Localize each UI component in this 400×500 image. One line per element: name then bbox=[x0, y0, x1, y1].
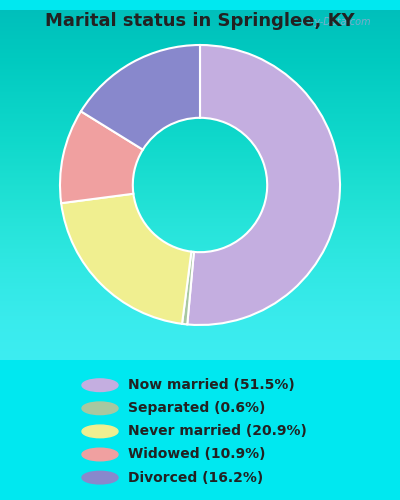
Wedge shape bbox=[61, 194, 191, 324]
Wedge shape bbox=[60, 112, 143, 203]
Text: Divorced (16.2%): Divorced (16.2%) bbox=[128, 470, 263, 484]
Text: Now married (51.5%): Now married (51.5%) bbox=[128, 378, 295, 392]
Circle shape bbox=[82, 379, 118, 392]
Wedge shape bbox=[182, 252, 194, 324]
Circle shape bbox=[82, 425, 118, 438]
Wedge shape bbox=[81, 45, 200, 150]
Circle shape bbox=[82, 472, 118, 484]
Text: Widowed (10.9%): Widowed (10.9%) bbox=[128, 448, 266, 462]
Text: Never married (20.9%): Never married (20.9%) bbox=[128, 424, 307, 438]
Text: Marital status in Springlee, KY: Marital status in Springlee, KY bbox=[45, 12, 355, 30]
Wedge shape bbox=[187, 45, 340, 325]
Circle shape bbox=[82, 402, 118, 414]
Text: Separated (0.6%): Separated (0.6%) bbox=[128, 402, 265, 415]
Circle shape bbox=[82, 448, 118, 461]
Text: City-Data.com: City-Data.com bbox=[302, 17, 372, 27]
